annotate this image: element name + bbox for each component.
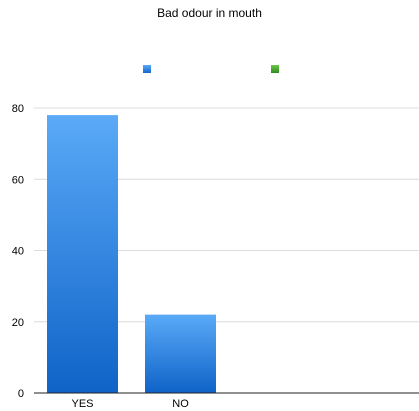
legend-swatch <box>271 65 279 73</box>
legend-swatch <box>143 65 151 73</box>
bar <box>47 115 118 393</box>
y-tick-label: 80 <box>12 103 24 115</box>
x-tick-label: YES <box>71 398 93 410</box>
x-tick-label: NO <box>172 398 189 410</box>
y-tick-label: 20 <box>12 317 24 329</box>
chart-title: Bad odour in mouth <box>157 6 262 20</box>
y-tick-label: 0 <box>18 388 24 400</box>
y-tick-label: 40 <box>12 246 24 258</box>
y-tick-label: 60 <box>12 174 24 186</box>
bar <box>145 314 216 393</box>
